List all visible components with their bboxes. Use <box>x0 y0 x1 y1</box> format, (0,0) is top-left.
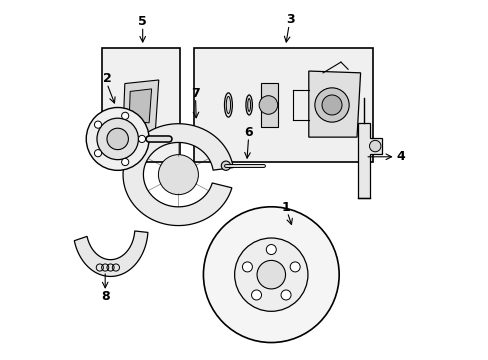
Circle shape <box>242 262 252 272</box>
Circle shape <box>289 262 300 272</box>
Text: 6: 6 <box>244 126 252 139</box>
Polygon shape <box>123 80 159 134</box>
Circle shape <box>251 290 261 300</box>
Circle shape <box>266 244 276 255</box>
Circle shape <box>158 155 198 195</box>
Ellipse shape <box>226 96 230 113</box>
Polygon shape <box>129 89 151 123</box>
Bar <box>102 48 180 162</box>
Ellipse shape <box>245 95 252 115</box>
Text: 1: 1 <box>282 201 290 214</box>
Circle shape <box>94 121 102 128</box>
Text: 7: 7 <box>191 87 200 100</box>
Circle shape <box>281 290 290 300</box>
Polygon shape <box>74 231 147 276</box>
Circle shape <box>107 128 128 150</box>
Circle shape <box>94 150 102 157</box>
Circle shape <box>122 112 128 120</box>
Text: 4: 4 <box>396 150 405 163</box>
Circle shape <box>322 95 341 115</box>
Circle shape <box>314 88 348 122</box>
Circle shape <box>97 118 138 159</box>
Circle shape <box>234 238 307 311</box>
Polygon shape <box>260 83 278 127</box>
Circle shape <box>86 108 149 170</box>
Text: 2: 2 <box>102 72 111 85</box>
Circle shape <box>138 135 145 143</box>
Circle shape <box>203 207 339 342</box>
Bar <box>194 48 372 162</box>
Text: 8: 8 <box>101 290 109 303</box>
Ellipse shape <box>224 93 232 117</box>
Polygon shape <box>123 124 233 226</box>
Polygon shape <box>308 71 360 137</box>
Circle shape <box>221 161 230 170</box>
Circle shape <box>259 96 277 114</box>
Ellipse shape <box>247 99 250 111</box>
Text: 3: 3 <box>286 13 295 27</box>
Text: 5: 5 <box>138 15 147 28</box>
Polygon shape <box>357 123 382 198</box>
Circle shape <box>257 260 285 289</box>
Circle shape <box>369 140 380 152</box>
Circle shape <box>122 158 128 166</box>
